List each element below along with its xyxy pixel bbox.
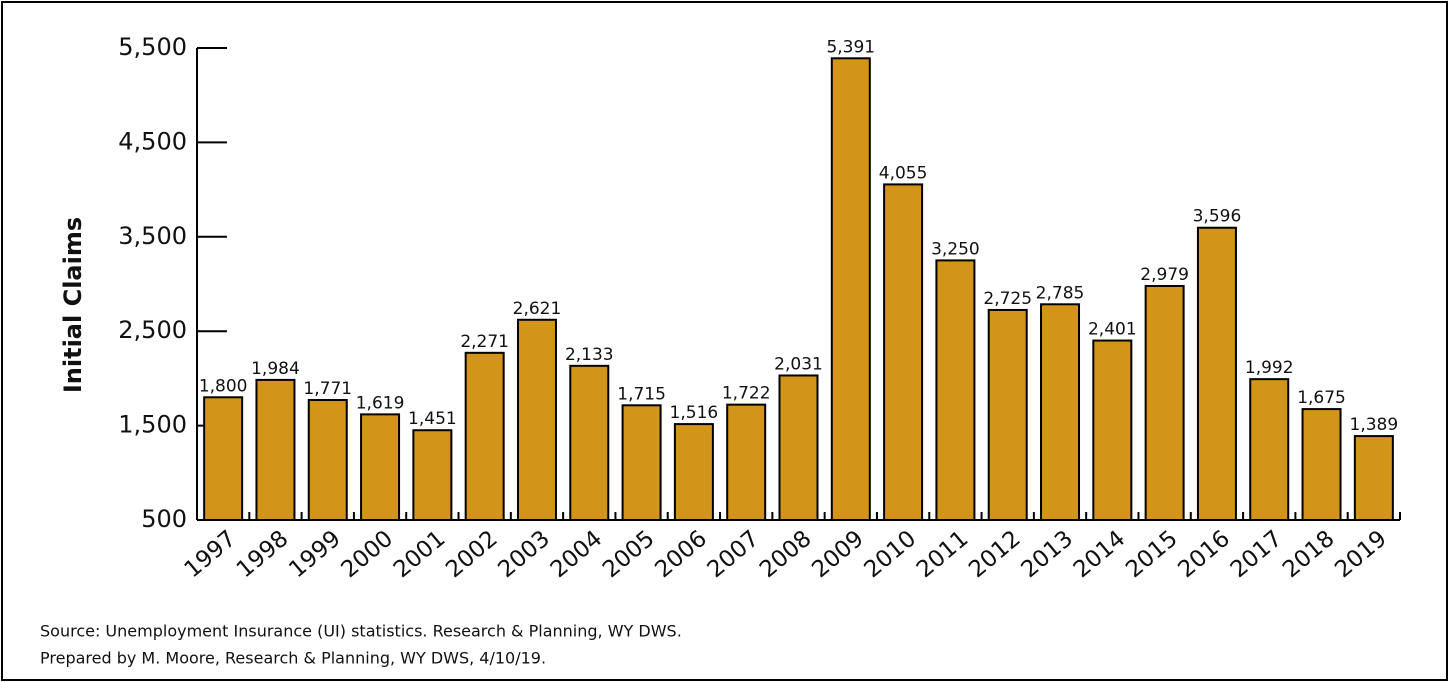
value-label: 1,771: [303, 379, 352, 399]
value-label: 2,621: [513, 299, 562, 319]
y-tick-label: 2,500: [118, 316, 187, 344]
x-tick-label: 1997: [180, 526, 242, 584]
value-label: 2,031: [774, 354, 823, 374]
bar: [1353, 435, 1394, 521]
value-label: 1,984: [251, 359, 300, 379]
y-tick-label: 5,500: [118, 33, 187, 61]
bar: [935, 259, 976, 521]
x-tick-label: 1999: [284, 526, 346, 584]
x-tick-label: 2002: [441, 526, 503, 584]
bar: [516, 318, 557, 521]
x-tick-label: 2017: [1226, 526, 1288, 584]
x-tick-label: 1998: [232, 526, 294, 584]
value-label: 2,785: [1036, 283, 1085, 303]
value-label: 3,596: [1193, 207, 1242, 227]
value-label: 3,250: [931, 239, 980, 259]
value-label: 1,389: [1350, 415, 1399, 435]
x-tick-label: 2014: [1069, 526, 1131, 584]
value-label: 1,516: [670, 403, 719, 423]
bar: [673, 423, 714, 521]
source-note: Source: Unemployment Insurance (UI) stat…: [40, 622, 682, 641]
y-tick-label: 500: [141, 505, 187, 533]
bar: [1144, 284, 1185, 521]
x-tick-label: 2012: [964, 526, 1026, 584]
y-tick-label: 3,500: [118, 222, 187, 250]
value-label: 1,675: [1297, 388, 1346, 408]
value-label: 2,133: [565, 345, 614, 365]
value-label: 4,055: [879, 163, 928, 183]
bar: [621, 404, 662, 521]
bar: [726, 403, 767, 521]
bar: [464, 351, 505, 521]
x-tick-label: 2009: [807, 526, 869, 584]
x-tick-label: 2001: [389, 526, 451, 584]
value-label: 5,391: [826, 37, 875, 57]
value-label: 1,722: [722, 384, 771, 404]
bar: [569, 364, 610, 521]
bar: [1249, 378, 1290, 522]
x-tick-label: 2006: [650, 526, 712, 584]
x-tick-label: 2003: [493, 526, 555, 584]
bar: [1092, 339, 1133, 521]
x-tick-label: 2008: [755, 526, 817, 584]
bar: [1196, 226, 1237, 521]
x-tick-label: 2016: [1173, 526, 1235, 584]
bar: [830, 57, 871, 521]
bar: [987, 308, 1028, 521]
bar: [203, 396, 244, 521]
value-label: 2,979: [1140, 265, 1189, 285]
value-label: 2,725: [983, 289, 1032, 309]
bar: [360, 413, 401, 521]
x-tick-label: 2000: [337, 526, 399, 584]
bar: [778, 374, 819, 521]
x-tick-label: 2007: [703, 526, 765, 584]
x-tick-label: 2005: [598, 526, 660, 584]
x-tick-label: 2010: [860, 526, 922, 584]
value-label: 2,401: [1088, 320, 1137, 340]
y-tick-label: 1,500: [118, 411, 187, 439]
value-label: 2,271: [460, 332, 509, 352]
value-label: 1,992: [1245, 358, 1294, 378]
bar: [255, 378, 296, 521]
x-tick-label: 2019: [1330, 526, 1392, 584]
value-label: 1,451: [408, 409, 457, 429]
bar: [412, 429, 453, 521]
x-tick-label: 2018: [1278, 526, 1340, 584]
value-label: 1,800: [199, 376, 248, 396]
bar: [1040, 303, 1081, 521]
x-tick-label: 2015: [1121, 526, 1183, 584]
x-tick-label: 2004: [546, 526, 608, 584]
y-tick-label: 4,500: [118, 127, 187, 155]
x-tick-label: 2011: [912, 526, 974, 584]
value-label: 1,715: [617, 384, 666, 404]
prepared-note: Prepared by M. Moore, Research & Plannin…: [40, 649, 546, 668]
bar: [307, 399, 348, 522]
bar: [883, 183, 924, 522]
bar: [1301, 408, 1342, 521]
y-axis-label: Initial Claims: [59, 217, 87, 393]
x-tick-label: 2013: [1016, 526, 1078, 584]
value-label: 1,619: [356, 393, 405, 413]
